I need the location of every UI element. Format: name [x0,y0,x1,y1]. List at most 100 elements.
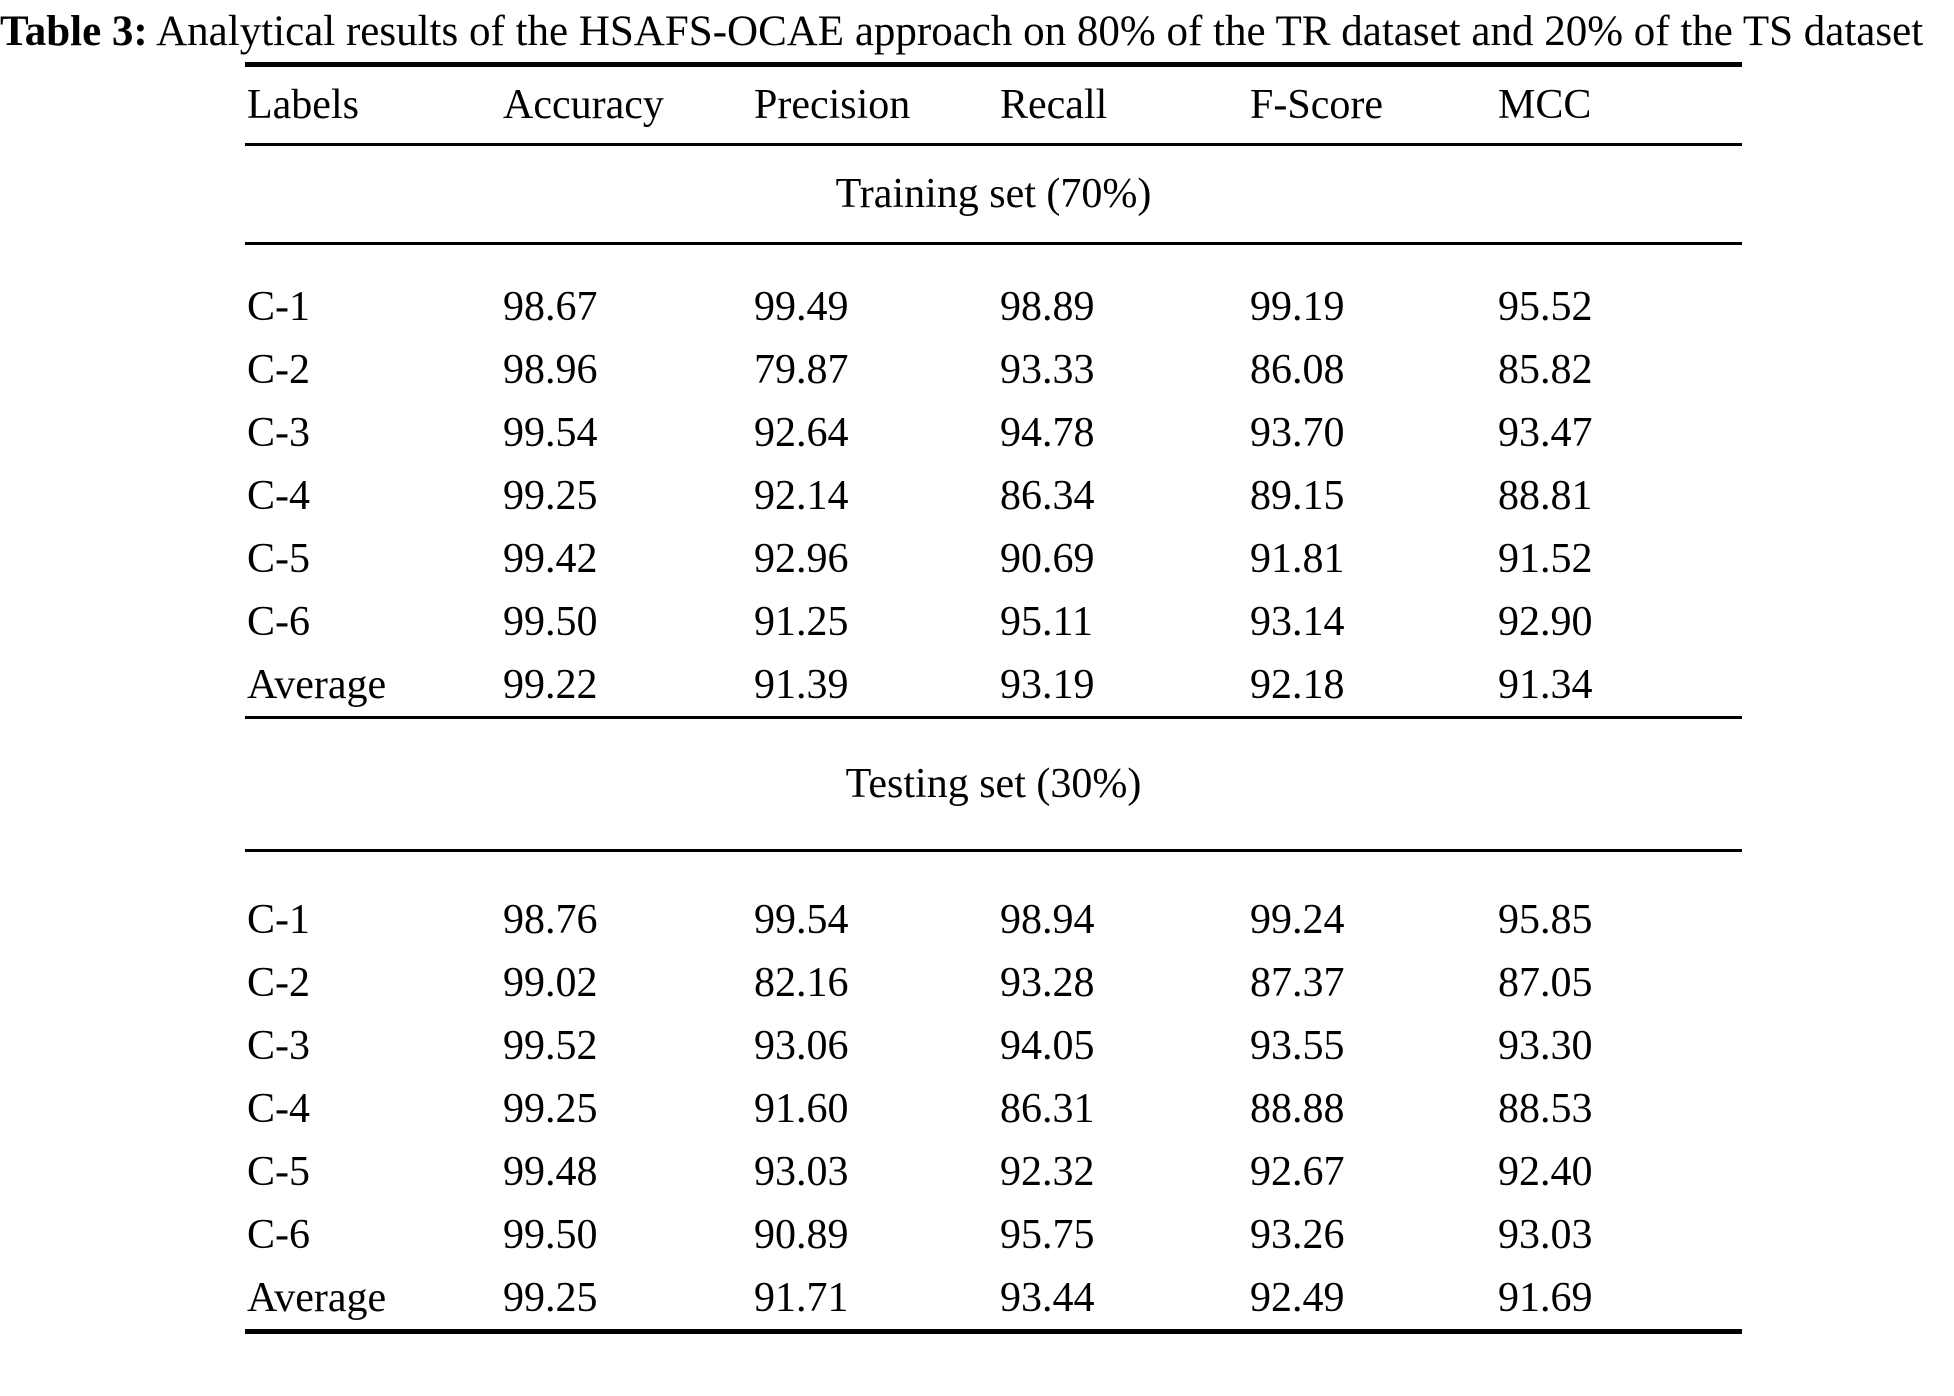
cell-precision: 92.64 [754,409,849,456]
cell-recall: 95.75 [1000,1211,1095,1258]
cell-precision: 93.03 [754,1148,849,1195]
cell-accuracy: 98.96 [503,346,598,393]
cell-fscore: 89.15 [1250,472,1345,519]
cell-precision: 91.60 [754,1085,849,1132]
cell-accuracy: 99.02 [503,959,598,1006]
cell-recall: 86.34 [1000,472,1095,519]
cell-precision: 90.89 [754,1211,849,1258]
cell-mcc: 92.90 [1498,598,1593,645]
cell-mcc: 91.34 [1498,661,1593,708]
table-row: C-5 99.42 92.96 90.69 91.81 91.52 [245,527,1742,590]
header-bottom-rule [245,143,1742,146]
table-row: C-4 99.25 92.14 86.34 89.15 88.81 [245,464,1742,527]
cell-recall: 93.28 [1000,959,1095,1006]
section-title-text: Training set (70%) [835,171,1152,217]
row-label: Average [247,1274,387,1321]
cell-fscore: 99.19 [1250,283,1345,330]
cell-recall: 90.69 [1000,535,1095,582]
cell-mcc: 93.47 [1498,409,1593,456]
cell-recall: 93.33 [1000,346,1095,393]
cell-precision: 91.25 [754,598,849,645]
cell-mcc: 88.81 [1498,472,1593,519]
testing-rows: C-1 98.76 99.54 98.94 99.24 95.85 C-2 99… [245,852,1742,1329]
cell-recall: 95.11 [1000,598,1093,645]
cell-accuracy: 99.50 [503,598,598,645]
table-row: C-1 98.67 99.49 98.89 99.19 95.52 [245,275,1742,338]
section-title-text: Testing set (30%) [845,761,1142,807]
row-label: C-2 [247,346,310,393]
cell-accuracy: 99.52 [503,1022,598,1069]
cell-mcc: 93.30 [1498,1022,1593,1069]
cell-precision: 79.87 [754,346,849,393]
cell-recall: 86.31 [1000,1085,1095,1132]
cell-recall: 93.44 [1000,1274,1095,1321]
cell-fscore: 92.18 [1250,661,1345,708]
cell-fscore: 88.88 [1250,1085,1345,1132]
cell-accuracy: 99.54 [503,409,598,456]
section-title-training: Training set (70%) [245,146,1742,242]
column-header-accuracy: Accuracy [503,82,664,128]
table-row: C-4 99.25 91.60 86.31 88.88 88.53 [245,1077,1742,1140]
cell-fscore: 99.24 [1250,896,1345,943]
cell-mcc: 93.03 [1498,1211,1593,1258]
cell-accuracy: 98.76 [503,896,598,943]
section-title-testing: Testing set (30%) [245,719,1742,849]
table-row: C-5 99.48 93.03 92.32 92.67 92.40 [245,1140,1742,1203]
cell-accuracy: 99.48 [503,1148,598,1195]
cell-precision: 93.06 [754,1022,849,1069]
cell-fscore: 93.55 [1250,1022,1345,1069]
table-row: C-6 99.50 90.89 95.75 93.26 93.03 [245,1203,1742,1266]
cell-mcc: 91.52 [1498,535,1593,582]
table-row: C-1 98.76 99.54 98.94 99.24 95.85 [245,888,1742,951]
table-row: C-3 99.52 93.06 94.05 93.55 93.30 [245,1014,1742,1077]
cell-accuracy: 99.25 [503,1085,598,1132]
cell-mcc: 87.05 [1498,959,1593,1006]
column-header-recall: Recall [1000,82,1108,128]
table-row: C-3 99.54 92.64 94.78 93.70 93.47 [245,401,1742,464]
cell-fscore: 92.49 [1250,1274,1345,1321]
cell-mcc: 88.53 [1498,1085,1593,1132]
cell-mcc: 95.85 [1498,896,1593,943]
cell-precision: 92.96 [754,535,849,582]
row-label: C-5 [247,1148,310,1195]
cell-recall: 94.05 [1000,1022,1095,1069]
cell-precision: 91.71 [754,1274,849,1321]
cell-mcc: 92.40 [1498,1148,1593,1195]
training-bottom-rule [245,716,1742,719]
cell-fscore: 91.81 [1250,535,1345,582]
cell-precision: 91.39 [754,661,849,708]
table-caption-label: Table 3: [0,8,148,55]
row-label: C-4 [247,1085,310,1132]
cell-recall: 98.89 [1000,283,1095,330]
cell-accuracy: 99.22 [503,661,598,708]
table-header-row: Labels Accuracy Precision Recall F-Score… [245,67,1742,143]
column-header-precision: Precision [754,82,911,128]
results-table: Labels Accuracy Precision Recall F-Score… [245,62,1742,1334]
cell-fscore: 86.08 [1250,346,1345,393]
cell-recall: 94.78 [1000,409,1095,456]
row-label: C-1 [247,283,310,330]
table-top-rule [245,62,1742,67]
testing-top-rule [245,849,1742,852]
table-caption: Table 3: Analytical results of the HSAFS… [0,0,1954,60]
column-header-mcc: MCC [1498,82,1592,128]
row-label: C-6 [247,1211,310,1258]
row-label: C-3 [247,1022,310,1069]
row-label: C-3 [247,409,310,456]
table-row: Average 99.22 91.39 93.19 92.18 91.34 [245,653,1742,716]
cell-precision: 92.14 [754,472,849,519]
table-row: Average 99.25 91.71 93.44 92.49 91.69 [245,1266,1742,1329]
cell-precision: 99.54 [754,896,849,943]
row-label: C-5 [247,535,310,582]
cell-precision: 82.16 [754,959,849,1006]
cell-accuracy: 99.42 [503,535,598,582]
cell-mcc: 85.82 [1498,346,1593,393]
cell-recall: 98.94 [1000,896,1095,943]
cell-mcc: 91.69 [1498,1274,1593,1321]
cell-accuracy: 99.25 [503,472,598,519]
column-header-fscore: F-Score [1250,82,1383,128]
column-header-labels: Labels [247,82,359,128]
cell-fscore: 87.37 [1250,959,1345,1006]
cell-fscore: 93.26 [1250,1211,1345,1258]
